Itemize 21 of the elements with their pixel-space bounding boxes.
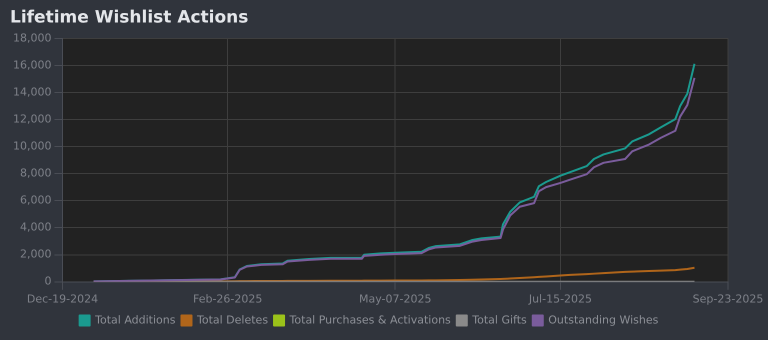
y-tick-label: 4,000 [20,220,52,234]
legend-label: Outstanding Wishes [548,313,659,326]
y-tick-label: 14,000 [12,85,52,98]
chart-title: Lifetime Wishlist Actions [10,8,248,28]
legend-label: Total Gifts [471,313,528,326]
legend-label: Total Additions [94,313,176,326]
legend-label: Total Purchases & Activations [288,313,452,326]
x-tick-label: Sep-23-2025 [692,292,764,306]
y-tick-label: 18,000 [12,31,52,44]
x-tick-label: Jul-15-2025 [528,292,592,306]
y-tick-label: 0 [44,274,52,288]
legend-label: Total Deletes [196,313,268,326]
y-tick-label: 16,000 [12,58,52,72]
y-tick-label: 6,000 [20,194,52,207]
y-tick-label: 12,000 [12,112,52,126]
x-tick-label: May-07-2025 [359,292,432,306]
y-tick-label: 2,000 [20,248,52,261]
x-tick-label: Feb-26-2025 [192,292,262,306]
x-tick-label: Dec-19-2024 [26,292,98,306]
y-tick-label: 8,000 [20,166,52,180]
y-tick-label: 10,000 [12,139,52,152]
